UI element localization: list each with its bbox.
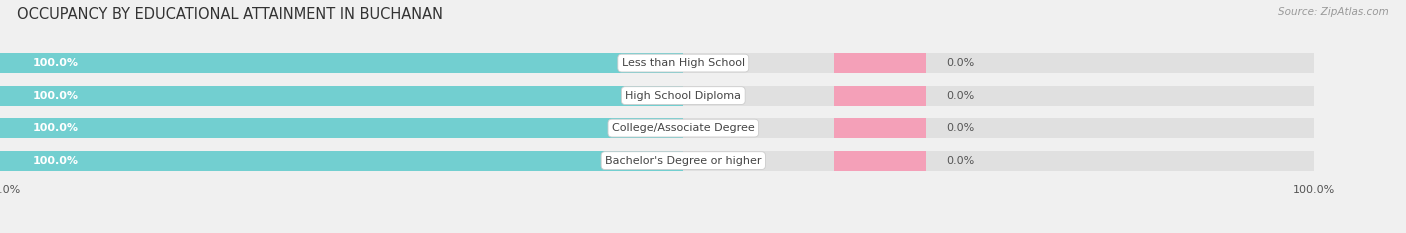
Text: OCCUPANCY BY EDUCATIONAL ATTAINMENT IN BUCHANAN: OCCUPANCY BY EDUCATIONAL ATTAINMENT IN B… — [17, 7, 443, 22]
Bar — [0, 151, 1315, 171]
Bar — [834, 151, 927, 171]
Bar — [0, 86, 683, 106]
Text: High School Diploma: High School Diploma — [626, 91, 741, 101]
Text: 100.0%: 100.0% — [32, 123, 79, 133]
Bar — [834, 118, 927, 138]
Bar — [0, 86, 1315, 106]
Text: 0.0%: 0.0% — [946, 156, 974, 166]
Text: 0.0%: 0.0% — [946, 58, 974, 68]
Text: 0.0%: 0.0% — [946, 91, 974, 101]
Text: Less than High School: Less than High School — [621, 58, 745, 68]
Legend: Owner-occupied, Renter-occupied: Owner-occupied, Renter-occupied — [581, 230, 825, 233]
Text: 100.0%: 100.0% — [32, 91, 79, 101]
Bar — [0, 118, 683, 138]
Text: College/Associate Degree: College/Associate Degree — [612, 123, 755, 133]
Bar — [834, 53, 927, 73]
Text: 0.0%: 0.0% — [946, 123, 974, 133]
Bar — [0, 53, 683, 73]
Bar — [0, 118, 1315, 138]
Text: 100.0%: 100.0% — [32, 156, 79, 166]
Bar — [0, 151, 683, 171]
Text: 100.0%: 100.0% — [32, 58, 79, 68]
Text: Bachelor's Degree or higher: Bachelor's Degree or higher — [605, 156, 762, 166]
Text: Source: ZipAtlas.com: Source: ZipAtlas.com — [1278, 7, 1389, 17]
Bar — [834, 86, 927, 106]
Bar — [0, 53, 1315, 73]
